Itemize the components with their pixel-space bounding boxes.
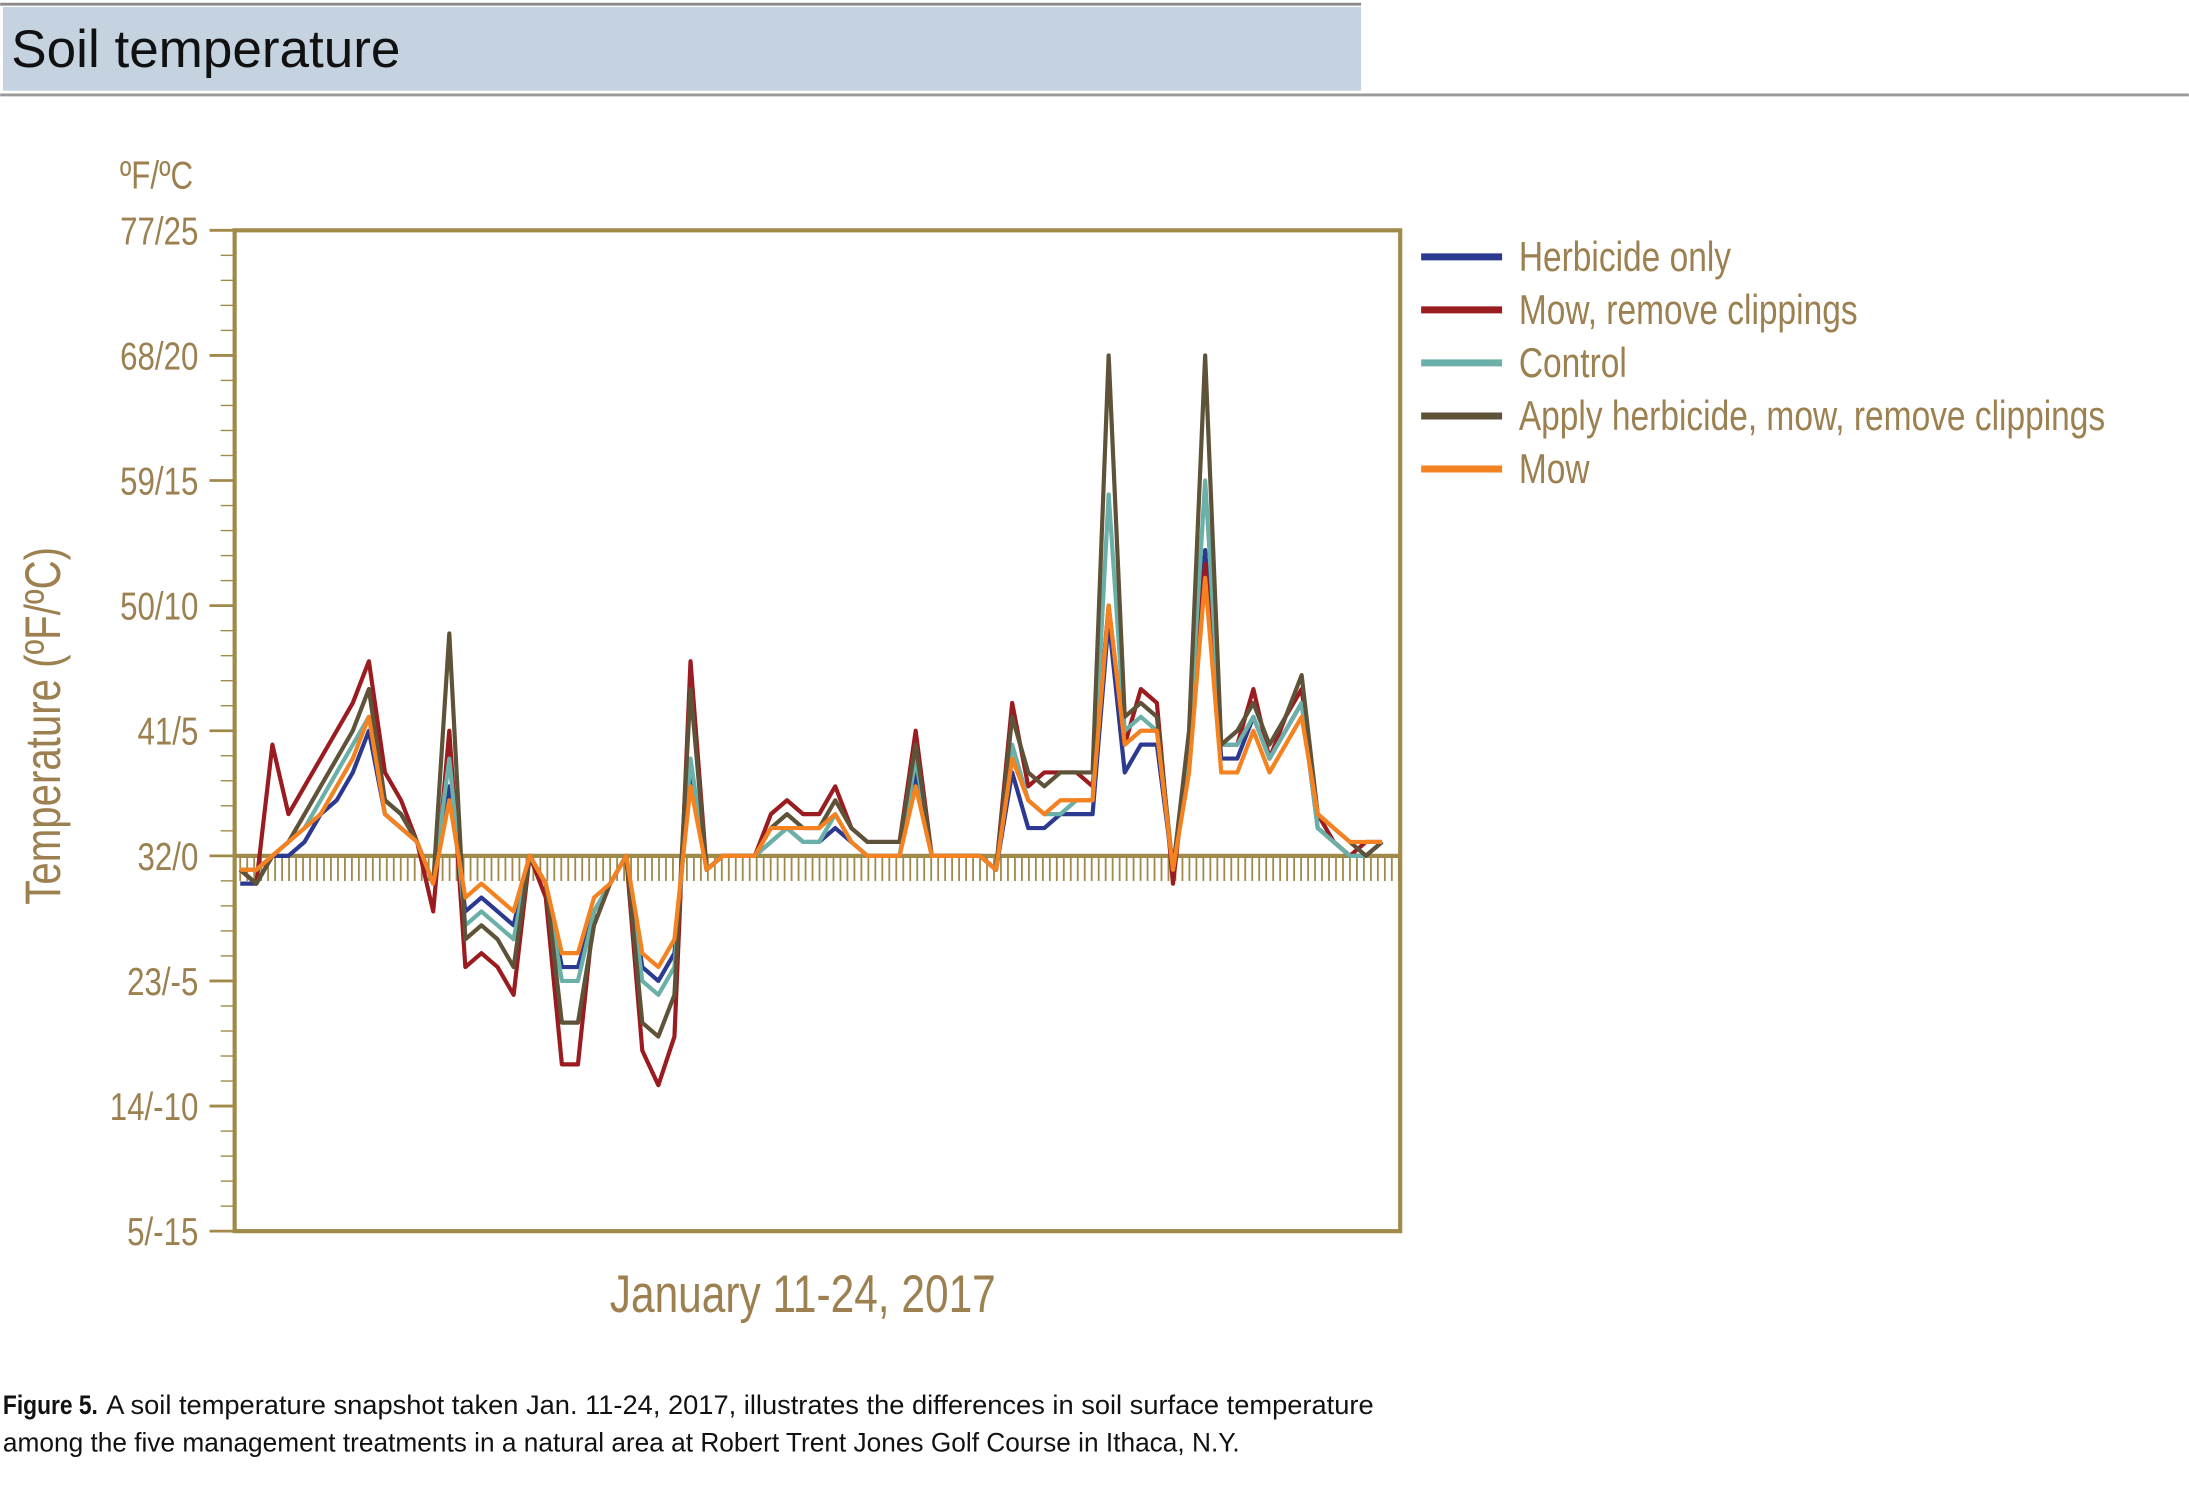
legend-label: Mow: [1519, 447, 1590, 493]
series-line: [240, 575, 1383, 970]
y-unit: ºF/ºC: [120, 154, 193, 197]
y-tick-label: 14/-10: [110, 1086, 199, 1129]
plot-frame: [232, 228, 1403, 1234]
caption-label: Figure 5.: [3, 1390, 98, 1420]
y-tick-label: 5/-15: [127, 1211, 198, 1254]
y-tick-label: 68/20: [120, 335, 198, 378]
y-tick-label: 32/0: [138, 836, 199, 879]
header-title: Soil temperature: [11, 20, 400, 79]
caption-line: A soil temperature snapshot taken Jan. 1…: [106, 1390, 1373, 1420]
y-tick-label: 50/10: [120, 585, 198, 628]
y-tick-label: 59/15: [120, 460, 198, 503]
caption-line: among the five management treatments in …: [3, 1428, 1240, 1458]
y-tick-label: 41/5: [138, 710, 199, 753]
header-box: [2, 6, 1362, 91]
y-axis-title: Temperature (ºF/ºC): [15, 547, 71, 905]
legend-label: Apply herbicide, mow, remove clippings: [1519, 393, 2105, 439]
series-line: [238, 353, 1384, 1039]
x-axis-title: January 11-24, 2017: [610, 1266, 996, 1325]
legend-label: Control: [1519, 340, 1627, 386]
legend-label: Mow, remove clippings: [1519, 287, 1858, 333]
y-tick-label: 77/25: [120, 210, 198, 253]
series-line: [240, 478, 1384, 997]
legend-label: Herbicide only: [1519, 234, 1731, 280]
y-tick-label: 23/-5: [127, 961, 198, 1004]
